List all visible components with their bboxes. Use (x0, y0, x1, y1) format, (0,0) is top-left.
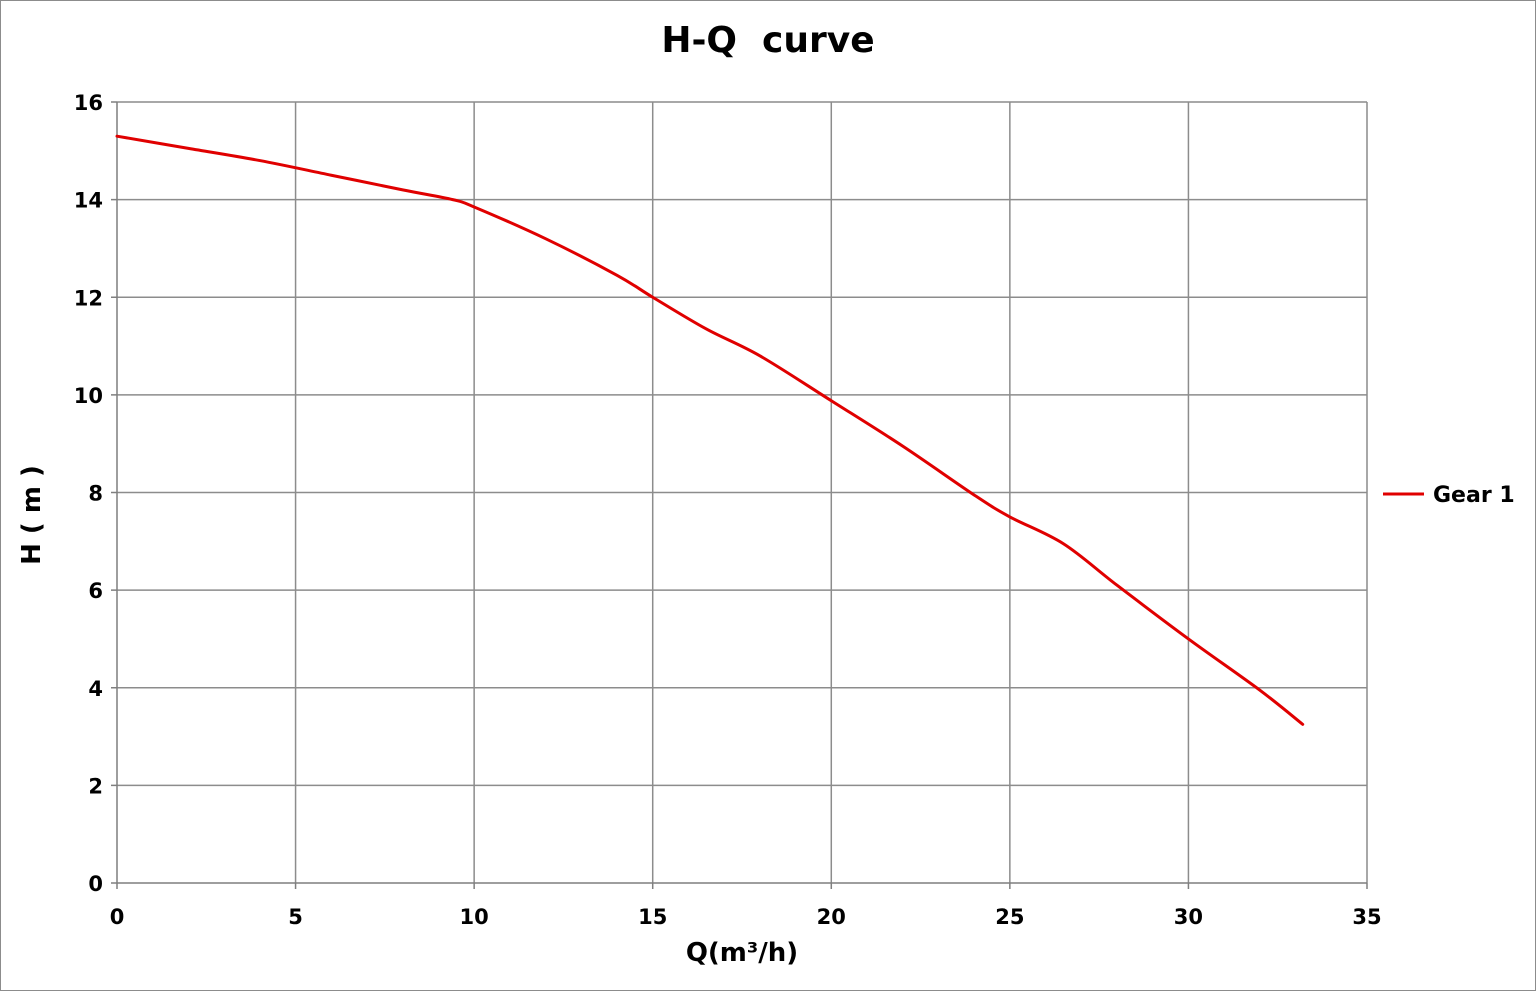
x-tick-label: 20 (817, 905, 846, 929)
legend: Gear 1 (1383, 483, 1515, 508)
series-lines (115, 134, 1305, 726)
legend-label: Gear 1 (1433, 483, 1515, 508)
x-tick-label: 35 (1352, 905, 1381, 929)
x-tick-label: 30 (1174, 905, 1203, 929)
y-tick-label: 2 (88, 774, 103, 798)
y-tick-label: 16 (74, 91, 103, 115)
y-tick-label: 12 (74, 286, 103, 310)
y-tick-label: 14 (74, 189, 103, 213)
y-tick-label: 6 (88, 579, 103, 603)
x-tick-label: 15 (638, 905, 667, 929)
x-tick-label: 10 (460, 905, 489, 929)
gridlines (117, 101, 1368, 883)
x-tick-labels: 0 5 10 15 20 25 30 35 (110, 905, 1382, 929)
y-tick-label: 4 (88, 677, 103, 701)
y-tick-label: 8 (88, 482, 103, 506)
axes (111, 101, 1368, 889)
x-tick-label: 25 (995, 905, 1024, 929)
y-axis-title: H ( m ) (17, 465, 47, 565)
y-tick-label: 10 (74, 384, 103, 408)
series-line-0 (115, 134, 1305, 726)
y-tick-label: 0 (88, 872, 103, 896)
y-tick-labels: 0 2 4 6 8 10 12 14 16 (74, 91, 103, 896)
x-axis-title: Q(m³/h) (686, 938, 798, 968)
x-tick-label: 5 (288, 905, 303, 929)
x-tick-label: 0 (110, 905, 125, 929)
chart-title: H-Q curve (661, 20, 874, 61)
